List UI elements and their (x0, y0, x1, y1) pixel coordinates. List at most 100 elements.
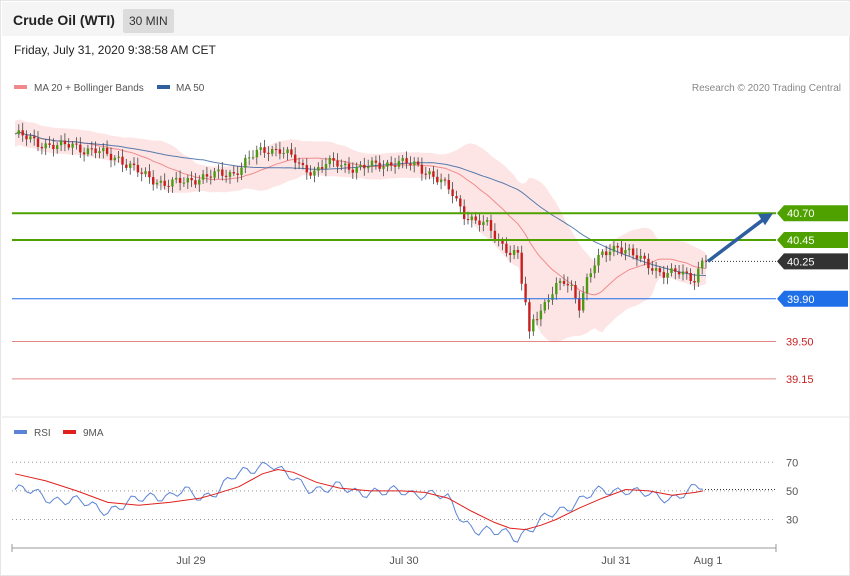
candle-body (635, 255, 639, 259)
candle-body (286, 149, 289, 154)
chart-header: Crude Oil (WTI) 30 MIN (2, 2, 850, 36)
candle-body (148, 171, 151, 178)
candle-body (593, 265, 596, 274)
candle-body (213, 171, 216, 178)
level-tag-40.70 (777, 205, 848, 222)
candle-body (198, 179, 201, 185)
candle-body (167, 185, 170, 187)
candle-body (658, 268, 662, 273)
candle-body (59, 140, 63, 146)
candle-body (693, 281, 696, 283)
candle-body (459, 198, 462, 207)
candle-body (382, 166, 385, 169)
candle-body (178, 177, 182, 183)
candle-body (340, 165, 343, 167)
rsi-plot-area: 70 50 30 (12, 457, 798, 543)
candle-body (71, 143, 74, 148)
candle-body (152, 177, 155, 185)
candle-body (589, 273, 592, 278)
candle-body (628, 248, 631, 251)
candle-body (701, 260, 704, 269)
candle-body (631, 248, 635, 256)
candle-body (159, 180, 163, 183)
candle-body (482, 221, 485, 225)
candle-body (98, 151, 101, 153)
candle-body (401, 158, 404, 161)
rsi-level-label-50: 50 (786, 486, 798, 498)
rsi-ma-legend-swatch (63, 430, 76, 434)
candle-body (574, 285, 577, 299)
candle-body (105, 147, 109, 154)
candle-body (566, 283, 569, 286)
price-plot-area: 40.70 40.45 40.25 39.90 39.50 39.15 (12, 119, 848, 386)
candle-body (639, 255, 642, 259)
candle-body (347, 163, 351, 170)
level-label-40.70: 40.70 (787, 208, 815, 220)
candle-body (393, 165, 397, 167)
timeframe-badge[interactable]: 30 MIN (123, 9, 174, 33)
x-tick-label: Jul 31 (601, 555, 630, 567)
candle-body (493, 230, 497, 240)
candle-body (274, 149, 278, 150)
candle-body (255, 149, 259, 158)
candle-body (44, 143, 47, 149)
candle-body (351, 169, 354, 173)
candle-body (582, 293, 585, 311)
candle-body (132, 163, 136, 165)
candle-body (654, 268, 658, 271)
x-tick-label: Aug 1 (694, 555, 723, 567)
candle-body (474, 216, 477, 221)
candle-body (451, 189, 454, 196)
candle-body (40, 146, 44, 149)
candle-body (558, 280, 562, 283)
candle-body (121, 156, 124, 165)
candle-body (33, 136, 36, 139)
candle-body (390, 162, 393, 166)
chart-timestamp: Friday, July 31, 2020 9:38:58 AM CET (14, 43, 216, 57)
candle-body (359, 164, 362, 167)
candle-body (612, 245, 616, 252)
candle-body (194, 180, 197, 185)
candle-body (144, 171, 147, 174)
candle-body (570, 285, 573, 286)
candle-body (374, 160, 378, 163)
candle-body (608, 251, 612, 256)
candle-body (670, 268, 673, 273)
candle-body (171, 179, 174, 187)
candle-body (290, 149, 293, 155)
candle-body (25, 135, 28, 140)
candle-body (370, 160, 374, 167)
candle-body (562, 280, 566, 284)
candle-body (313, 170, 316, 176)
candle-body (63, 140, 67, 145)
candle-body (232, 172, 235, 174)
candle-body (52, 144, 55, 150)
candle-body (155, 182, 159, 185)
candle-body (282, 153, 285, 154)
candle-body (597, 255, 600, 266)
candle-body (512, 250, 516, 255)
candle-body (278, 149, 282, 154)
candle-body (117, 156, 120, 158)
candle-body (397, 160, 401, 167)
candle-body (436, 176, 439, 183)
candle-body (578, 298, 581, 311)
candle-body (190, 178, 193, 181)
candle-body (620, 247, 623, 254)
candle-body (420, 164, 424, 174)
candle-body (201, 174, 205, 180)
level-label-39.15: 39.15 (786, 374, 814, 386)
candle-body (271, 149, 274, 154)
candle-body (90, 148, 93, 150)
rsi-level-label-70: 70 (786, 457, 798, 469)
candle-body (601, 251, 604, 255)
candle-body (443, 179, 447, 181)
ma50-legend-swatch (157, 85, 170, 89)
instrument-title: Crude Oil (WTI) (13, 12, 115, 28)
rsi-ma-line (14, 468, 704, 531)
candle-body (455, 196, 458, 199)
candle-body (585, 277, 589, 294)
candle-body (320, 167, 324, 169)
